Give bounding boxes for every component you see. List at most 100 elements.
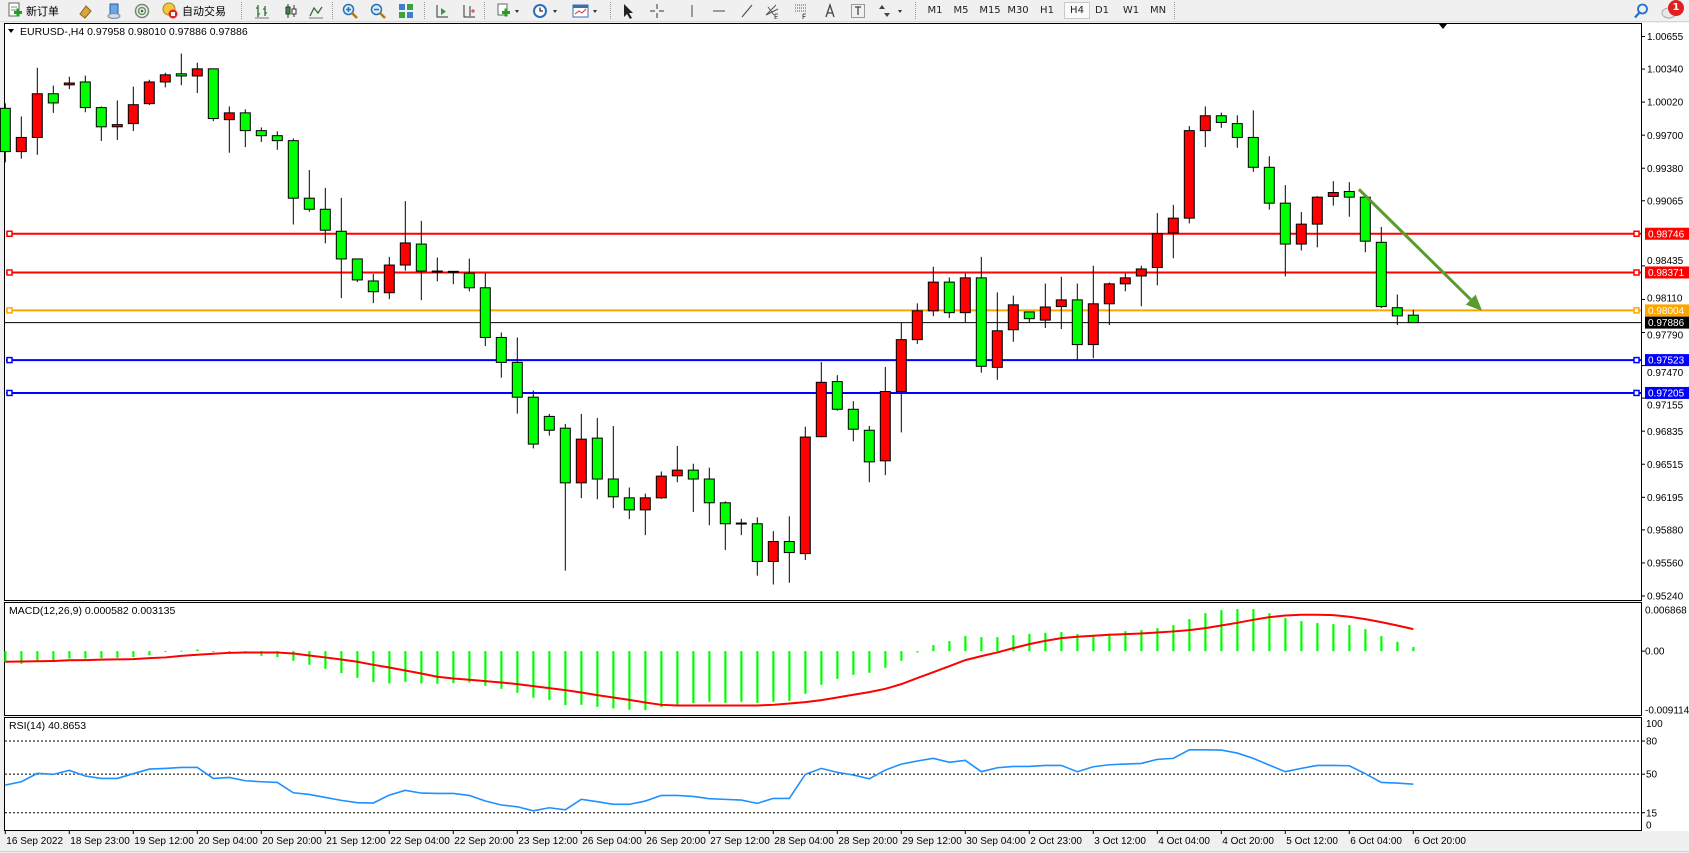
timeframe-m5[interactable]: M5 xyxy=(953,5,969,16)
crosshair-button[interactable] xyxy=(649,2,665,19)
chart-shift-button[interactable] xyxy=(461,2,477,19)
candle xyxy=(303,170,315,212)
price-axis-label: 0.99065 xyxy=(1647,196,1684,207)
macd-histogram-bar xyxy=(52,651,55,661)
horizontal-line-button[interactable] xyxy=(711,2,727,19)
line-anchor-handle[interactable] xyxy=(6,356,13,364)
candle-body xyxy=(1023,311,1035,320)
chart-menu-triangle-icon[interactable] xyxy=(8,29,14,33)
line-anchor-handle[interactable] xyxy=(6,269,13,276)
arrows-button[interactable] xyxy=(877,2,907,19)
macd-histogram-bar xyxy=(820,651,823,685)
fibonacci-fan-button[interactable] xyxy=(764,2,780,19)
tile-windows-button[interactable] xyxy=(398,2,414,19)
search-button[interactable] xyxy=(1633,2,1649,19)
text-label-icon xyxy=(851,3,865,18)
price-axis-label: 0.97155 xyxy=(1647,401,1684,412)
templates-button[interactable] xyxy=(572,2,598,19)
line-anchor-handle[interactable] xyxy=(1633,269,1640,276)
macd-histogram-bar xyxy=(916,651,919,653)
time-axis-label: 16 Sep 2022 xyxy=(6,836,63,847)
rsi-line xyxy=(5,748,1414,812)
auto-trading-button[interactable]: 自动交易 xyxy=(161,2,226,19)
macd-histogram-bar xyxy=(868,651,871,673)
candlestick-button[interactable] xyxy=(283,2,299,19)
line-chart-button[interactable] xyxy=(308,2,324,19)
time-axis-label: 29 Sep 12:00 xyxy=(902,836,962,847)
trendline-button[interactable] xyxy=(739,2,755,19)
candle xyxy=(15,116,27,159)
candle xyxy=(1263,156,1275,210)
vertical-line-icon xyxy=(691,4,693,17)
timeframe-m15[interactable]: M15 xyxy=(979,5,1001,16)
cursor-button[interactable] xyxy=(620,2,636,19)
price-axis-label: 0.98435 xyxy=(1647,256,1684,267)
line-anchor-handle[interactable] xyxy=(1633,307,1640,314)
market-watch-button[interactable] xyxy=(77,2,93,19)
text-button[interactable] xyxy=(822,2,838,19)
new-order-button[interactable]: 新订单 xyxy=(6,2,59,19)
candle-body xyxy=(975,277,987,367)
macd-histogram-bar xyxy=(20,651,23,664)
macd-histogram-bar xyxy=(1076,634,1079,652)
main-pane[interactable] xyxy=(4,23,1642,601)
periods-button[interactable] xyxy=(532,2,558,19)
indicators-button[interactable] xyxy=(496,2,520,19)
time-axis-label: 4 Oct 20:00 xyxy=(1222,836,1274,847)
macd-histogram-bar xyxy=(1188,619,1191,652)
timeframe-w1[interactable]: W1 xyxy=(1122,5,1140,16)
tile-windows-icon xyxy=(399,3,413,18)
timeframe-h4[interactable]: H4 xyxy=(1064,2,1090,19)
price-line-label: 0.98004 xyxy=(1648,306,1685,317)
candle xyxy=(1039,283,1051,328)
zoom-out-button[interactable] xyxy=(370,2,386,19)
candle-body xyxy=(895,339,907,393)
signals-button[interactable] xyxy=(134,2,150,19)
candle-body xyxy=(159,74,171,83)
line-anchor-handle[interactable] xyxy=(6,389,13,397)
candle-body xyxy=(463,272,475,289)
auto-scroll-button[interactable] xyxy=(434,2,450,19)
bar-chart-button[interactable] xyxy=(254,2,270,19)
candle-body xyxy=(1167,217,1179,234)
trend-arrow-head-icon[interactable] xyxy=(1465,294,1483,311)
text-label-button[interactable] xyxy=(850,2,866,19)
line-anchor-handle[interactable] xyxy=(1633,230,1640,237)
candle-body xyxy=(927,281,939,312)
candle-body xyxy=(703,478,715,504)
candle xyxy=(863,426,875,483)
candle xyxy=(463,258,475,292)
timeframe-m30[interactable]: M30 xyxy=(1007,5,1029,16)
candle-body xyxy=(143,81,155,105)
candle xyxy=(1279,185,1291,277)
zoom-in-button[interactable] xyxy=(342,2,358,19)
toolbar-separator xyxy=(332,2,334,19)
timeframe-d1[interactable]: D1 xyxy=(1094,5,1110,16)
line-anchor-handle[interactable] xyxy=(1633,356,1640,364)
auto-trading-icon xyxy=(162,2,178,19)
timeframe-m1[interactable]: M1 xyxy=(927,5,943,16)
vertical-line-button[interactable] xyxy=(684,2,700,19)
line-anchor-handle[interactable] xyxy=(6,230,13,237)
chart-shift-marker-icon[interactable] xyxy=(1439,24,1447,29)
navigator-button[interactable] xyxy=(106,2,122,19)
macd-pane[interactable] xyxy=(4,602,1642,716)
macd-histogram-bar xyxy=(932,645,935,652)
timeframe-mn[interactable]: MN xyxy=(1149,5,1167,16)
candle xyxy=(1055,276,1067,329)
line-anchor-handle[interactable] xyxy=(6,307,13,314)
candle xyxy=(1231,115,1243,148)
macd-histogram-bar xyxy=(1348,625,1351,652)
timeframe-h1[interactable]: H1 xyxy=(1040,5,1054,16)
new-order-icon xyxy=(8,2,22,17)
fibonacci-fan-icon xyxy=(765,4,779,19)
trend-arrow-line[interactable] xyxy=(1357,188,1472,301)
candle xyxy=(1087,265,1099,359)
candle xyxy=(1295,212,1307,251)
templates-icon xyxy=(572,4,597,17)
line-anchor-handle[interactable] xyxy=(1633,389,1640,397)
candle-body xyxy=(943,281,955,314)
macd-histogram-bar xyxy=(1204,613,1207,652)
fibonacci-retracement-button[interactable] xyxy=(793,2,809,19)
